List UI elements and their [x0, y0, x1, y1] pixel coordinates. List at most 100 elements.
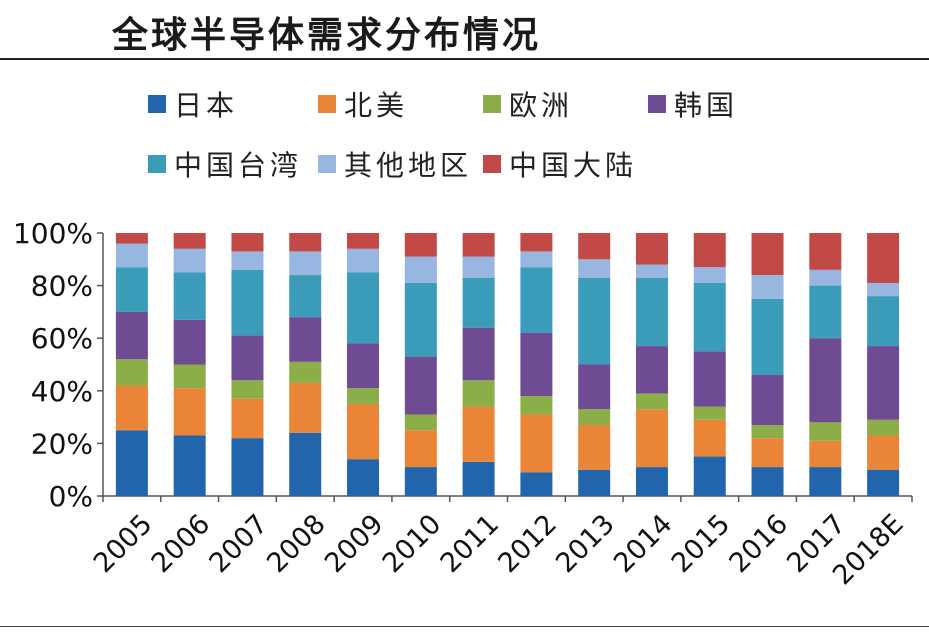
legend-swatch: [483, 95, 501, 113]
bar-segment: [462, 277, 495, 328]
bar-segment: [347, 248, 380, 273]
bar-segment: [173, 272, 206, 320]
bar-segment: [520, 233, 553, 252]
bar-segment: [404, 356, 437, 415]
legend-item: 中国台湾: [148, 144, 302, 184]
bar-segment: [115, 267, 148, 312]
bar-segment: [520, 332, 553, 397]
x-tick-label: 2008: [261, 509, 332, 580]
title-divider: [0, 58, 929, 60]
legend-label: 欧洲: [509, 89, 574, 122]
bar-segment: [404, 414, 437, 431]
bar-segment: [115, 430, 148, 496]
legend-item: 欧洲: [483, 84, 573, 124]
bar-segment: [404, 256, 437, 283]
bar-segment: [289, 275, 322, 318]
legend-label: 日本: [174, 89, 239, 122]
bar-segment: [231, 269, 264, 336]
bar-segment: [751, 467, 784, 496]
bar-segment: [751, 375, 784, 425]
x-tick-label: 2015: [666, 509, 737, 580]
bar-segment: [173, 364, 206, 389]
bar-segment: [693, 406, 726, 420]
bar-segment: [404, 467, 437, 496]
legend-label: 北美: [344, 89, 409, 122]
x-tick-label: 2010: [377, 509, 448, 580]
bar-segment: [231, 335, 264, 381]
bar-segment: [462, 327, 495, 381]
y-tick-label: 80%: [31, 270, 93, 303]
bar-segment: [115, 385, 148, 431]
bar-segment: [462, 380, 495, 407]
bar-segment: [693, 233, 726, 268]
bar-segment: [462, 233, 495, 257]
bar-segment: [289, 361, 322, 383]
bar-segment: [520, 251, 553, 268]
legend-item: 中国大陆: [483, 144, 637, 184]
bar-segment: [867, 469, 900, 496]
bar-segment: [867, 282, 900, 297]
bar-segment: [173, 248, 206, 273]
bar-segment: [404, 282, 437, 357]
bar-segment: [867, 233, 900, 283]
bar-segment: [231, 251, 264, 270]
x-tick-label: 2006: [146, 509, 217, 580]
bar-segment: [115, 359, 148, 386]
bar-segment: [347, 233, 380, 249]
bar-segment: [520, 396, 553, 415]
bar-segment: [347, 343, 380, 389]
bar-segment: [693, 282, 726, 352]
bar-segment: [867, 435, 900, 470]
bar-segment: [289, 317, 322, 362]
bar-segment: [173, 388, 206, 436]
x-tick-label: 2014: [608, 509, 679, 580]
bar-segment: [231, 438, 264, 496]
bar-segment: [173, 233, 206, 249]
x-tick-label: 2005: [88, 509, 159, 580]
bar-segment: [578, 424, 611, 470]
bar-segment: [347, 403, 380, 460]
bar-segment: [867, 419, 900, 436]
chart-title: 全球半导体需求分布情况: [112, 14, 542, 56]
bar-segment: [578, 469, 611, 496]
y-tick-label: 0%: [49, 480, 93, 513]
legend-swatch: [318, 155, 336, 173]
bar-segment: [173, 435, 206, 496]
bar-segment: [809, 467, 842, 496]
legend-label: 韩国: [674, 89, 739, 122]
y-tick-label: 20%: [31, 427, 93, 460]
bar-segment: [289, 432, 322, 496]
bar-segment: [115, 243, 148, 268]
bar-segment: [462, 256, 495, 278]
bar-segment: [289, 251, 322, 276]
x-tick-label: 2016: [724, 509, 795, 580]
bar-segment: [347, 459, 380, 496]
legend-item: 北美: [318, 84, 408, 124]
bar-segment: [520, 472, 553, 496]
y-tick-label: 60%: [31, 322, 93, 355]
bar-segment: [578, 259, 611, 278]
bar-segment: [693, 267, 726, 283]
bar-segment: [751, 424, 784, 439]
bar-segment: [693, 351, 726, 407]
legend-swatch: [318, 95, 336, 113]
bar-segment: [578, 409, 611, 425]
bottom-divider: [0, 626, 929, 627]
bar-segment: [809, 269, 842, 286]
bar-segment: [809, 440, 842, 468]
bar-segment: [751, 233, 784, 276]
legend-swatch: [148, 155, 166, 173]
chart-legend: 日本 北美 欧洲 韩国 中国台湾 其他地区 中国大陆: [0, 0, 929, 200]
bar-segment: [578, 233, 611, 260]
bar-segment: [867, 346, 900, 420]
bar-segment: [520, 267, 553, 333]
bar-segment: [231, 380, 264, 399]
bar-segment: [231, 233, 264, 252]
bar-segment: [635, 409, 668, 468]
legend-swatch: [483, 155, 501, 173]
legend-item: 日本: [148, 84, 238, 124]
bar-segment: [462, 406, 495, 462]
x-tick-label: 2013: [550, 509, 621, 580]
x-tick-label: 2011: [435, 509, 506, 580]
